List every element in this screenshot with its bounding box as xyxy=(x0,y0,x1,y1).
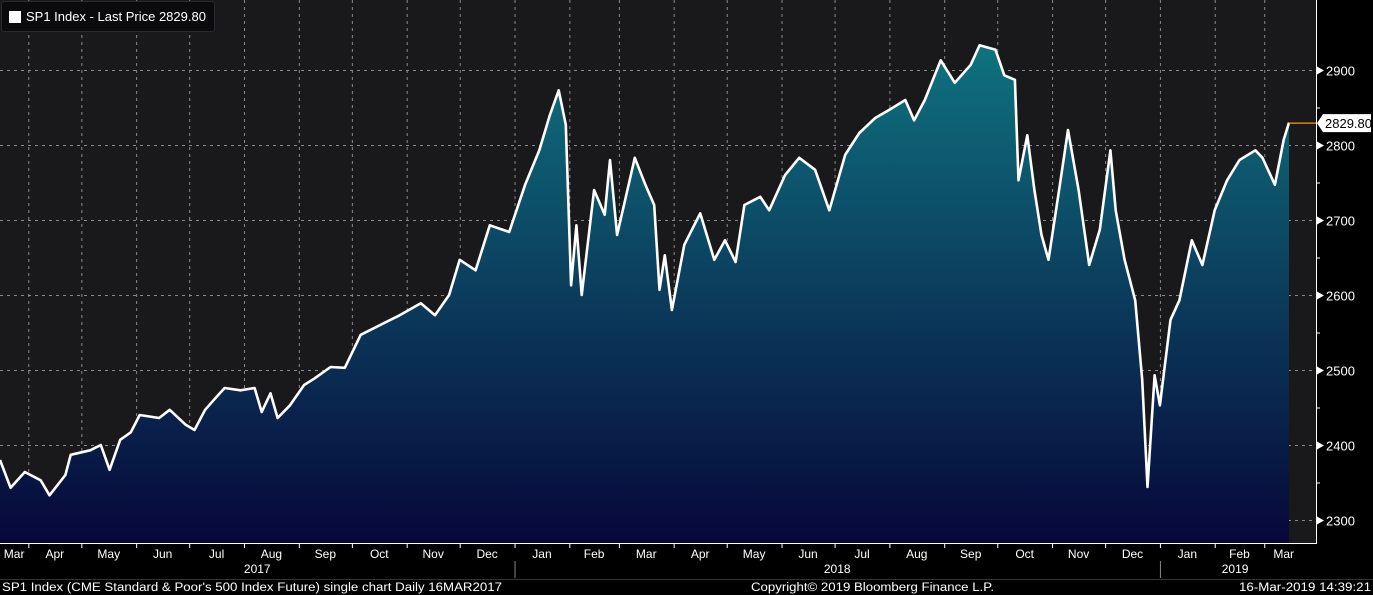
footer-description: SP1 Index (CME Standard & Poor's 500 Ind… xyxy=(2,582,502,594)
x-month-label: Jul xyxy=(854,547,869,561)
x-year-label: 2019 xyxy=(1222,562,1249,576)
x-month-label: Apr xyxy=(691,547,710,561)
legend-swatch-icon xyxy=(9,10,21,23)
last-price-tag: 2829.80 xyxy=(1317,114,1372,133)
y-tick-marker xyxy=(1317,66,1324,75)
y-tick-label: 2900 xyxy=(1326,64,1355,79)
x-month-label: Jan xyxy=(1178,547,1197,561)
footer-copyright: Copyright© 2019 Bloomberg Finance L.P. xyxy=(751,582,994,594)
x-month-label: Nov xyxy=(1068,547,1089,561)
x-month-label: Nov xyxy=(423,547,444,561)
y-tick-label: 2500 xyxy=(1326,364,1355,379)
y-tick-marker xyxy=(1317,141,1324,150)
x-month-label: Sep xyxy=(960,547,982,561)
last-price-value: 2829.80 xyxy=(1325,116,1372,131)
x-month-label: Mar xyxy=(4,547,25,561)
y-tick-marker xyxy=(1317,291,1324,300)
y-tick-label: 2800 xyxy=(1326,139,1355,154)
x-month-label: Sep xyxy=(315,547,337,561)
x-year-label: 2018 xyxy=(824,562,851,576)
y-tick-label: 2600 xyxy=(1326,289,1355,304)
x-month-label: May xyxy=(97,547,120,561)
x-month-label: Aug xyxy=(261,547,282,561)
footer-timestamp: 16-Mar-2019 14:39:21 xyxy=(1239,582,1371,594)
x-year-label: 2017 xyxy=(244,562,271,576)
legend: SP1 Index - Last Price 2829.80 xyxy=(1,1,215,32)
x-month-label: Jun xyxy=(153,547,172,561)
y-tick-label: 2400 xyxy=(1326,439,1355,454)
x-month-label: Mar xyxy=(1273,547,1294,561)
price-line xyxy=(0,44,1291,497)
x-month-label: Apr xyxy=(45,547,64,561)
y-tick-marker xyxy=(1317,366,1324,375)
y-tick-label: 2700 xyxy=(1326,214,1355,229)
x-month-label: Jun xyxy=(798,547,817,561)
legend-label: SP1 Index - Last Price 2829.80 xyxy=(26,9,206,24)
x-month-label: Oct xyxy=(370,547,389,561)
x-month-label: Jan xyxy=(532,547,551,561)
x-month-label: Dec xyxy=(1122,547,1143,561)
y-tick-marker xyxy=(1317,216,1324,225)
x-month-label: Dec xyxy=(476,547,497,561)
y-tick-marker xyxy=(1317,516,1324,525)
price-area-fill xyxy=(0,45,1289,544)
x-month-label: Jul xyxy=(209,547,224,561)
y-tick-label: 2300 xyxy=(1326,514,1355,529)
x-month-label: Mar xyxy=(636,547,657,561)
x-month-label: Aug xyxy=(906,547,927,561)
x-month-label: Oct xyxy=(1015,547,1034,561)
x-month-label: May xyxy=(743,547,766,561)
x-month-label: Feb xyxy=(584,547,605,561)
y-tick-marker xyxy=(1317,441,1324,450)
x-month-label: Feb xyxy=(1229,547,1250,561)
